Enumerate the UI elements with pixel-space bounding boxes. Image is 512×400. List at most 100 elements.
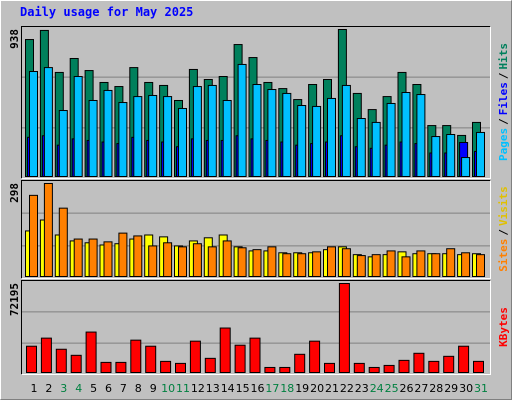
- x-tick-label: 15: [236, 382, 250, 395]
- bar: [222, 99, 232, 177]
- bar: [29, 71, 38, 177]
- bar: [58, 207, 68, 277]
- bar: [133, 96, 143, 177]
- panel-edge-dark: [21, 180, 491, 279]
- x-tick-label: 1: [31, 382, 38, 395]
- bar: [431, 253, 441, 278]
- panel-edge-light: [21, 26, 491, 179]
- bar: [40, 337, 52, 374]
- bar: [43, 67, 53, 177]
- x-tick-label: 30: [459, 382, 473, 395]
- x-tick-label: 28: [429, 382, 443, 395]
- bar: [85, 331, 97, 373]
- x-tick-label: 22: [340, 382, 354, 395]
- legend-entry: Pages: [497, 128, 510, 161]
- legend-entry: Hits: [497, 43, 510, 70]
- bar: [192, 86, 202, 177]
- bar: [458, 345, 470, 373]
- bar: [133, 235, 143, 278]
- legend-entry: KBytes: [497, 307, 510, 347]
- x-tick-label: 11: [176, 382, 190, 395]
- bar: [145, 345, 157, 373]
- bar: [100, 361, 112, 373]
- bar: [312, 251, 322, 278]
- bar: [73, 76, 83, 177]
- bar: [413, 352, 425, 373]
- bar: [398, 359, 410, 373]
- x-tick-label: 9: [150, 382, 157, 395]
- x-tick-label: 12: [191, 382, 205, 395]
- bar: [118, 232, 128, 277]
- legend-separator: /: [497, 72, 510, 79]
- x-tick-label: 2: [45, 382, 52, 395]
- panel-edge-dark: [21, 26, 491, 179]
- bar: [401, 256, 411, 278]
- bar: [163, 242, 173, 277]
- x-tick-label: 21: [325, 382, 339, 395]
- panel-edge-dark: [21, 280, 491, 375]
- y-tick-label: 298: [8, 183, 21, 203]
- bar: [88, 99, 98, 177]
- bar: [207, 246, 217, 278]
- bar: [70, 354, 82, 374]
- bar: [73, 238, 83, 278]
- x-tick-label: 26: [400, 382, 414, 395]
- x-tick-label: 23: [355, 382, 369, 395]
- x-tick-label: 16: [251, 382, 265, 395]
- x-tick-label: 8: [135, 382, 142, 395]
- y-tick-label: 72195: [8, 283, 21, 316]
- bar: [446, 134, 456, 177]
- bar: [356, 118, 366, 177]
- bar: [148, 245, 158, 277]
- bar: [88, 238, 98, 278]
- bar: [55, 348, 67, 373]
- bar: [130, 339, 142, 373]
- bar: [473, 360, 484, 374]
- bar: [416, 94, 426, 177]
- bar: [204, 357, 216, 374]
- x-tick-label: 29: [444, 382, 458, 395]
- bar: [282, 92, 292, 177]
- bar: [237, 247, 247, 277]
- panel-edge-light: [21, 280, 491, 375]
- bar: [341, 84, 351, 177]
- legend: Sites / Visits: [497, 186, 510, 272]
- bar: [461, 252, 471, 277]
- x-tick-label: 3: [60, 382, 67, 395]
- bar: [476, 131, 485, 178]
- bar: [160, 360, 172, 374]
- x-tick-label: 6: [105, 382, 112, 395]
- bar: [103, 241, 113, 277]
- bar: [178, 246, 187, 278]
- bar: [386, 102, 396, 177]
- bar: [252, 84, 262, 177]
- bar: [338, 283, 350, 373]
- x-tick-label: 18: [280, 382, 294, 395]
- bar: [476, 254, 485, 277]
- bar: [443, 355, 455, 373]
- x-tick-label: 7: [120, 382, 127, 395]
- bar: [297, 253, 307, 278]
- x-tick-label: 27: [414, 382, 428, 395]
- bar: [267, 246, 277, 278]
- bar: [279, 366, 291, 374]
- bar: [371, 254, 381, 277]
- bar: [341, 248, 351, 278]
- bar: [431, 136, 441, 177]
- legend: KBytes: [497, 307, 510, 347]
- bar: [118, 102, 128, 177]
- bar: [237, 63, 247, 177]
- bar: [368, 366, 380, 374]
- bar: [178, 107, 187, 177]
- panel-edge-light: [21, 180, 491, 279]
- bar: [103, 89, 113, 177]
- bar: [297, 105, 307, 177]
- legend-entry: Files: [497, 82, 510, 115]
- x-tick-label: 17: [265, 382, 279, 395]
- bar: [252, 249, 262, 277]
- x-tick-label: 5: [90, 382, 97, 395]
- bar: [163, 96, 173, 177]
- bar: [282, 253, 292, 278]
- legend-separator: /: [497, 118, 510, 125]
